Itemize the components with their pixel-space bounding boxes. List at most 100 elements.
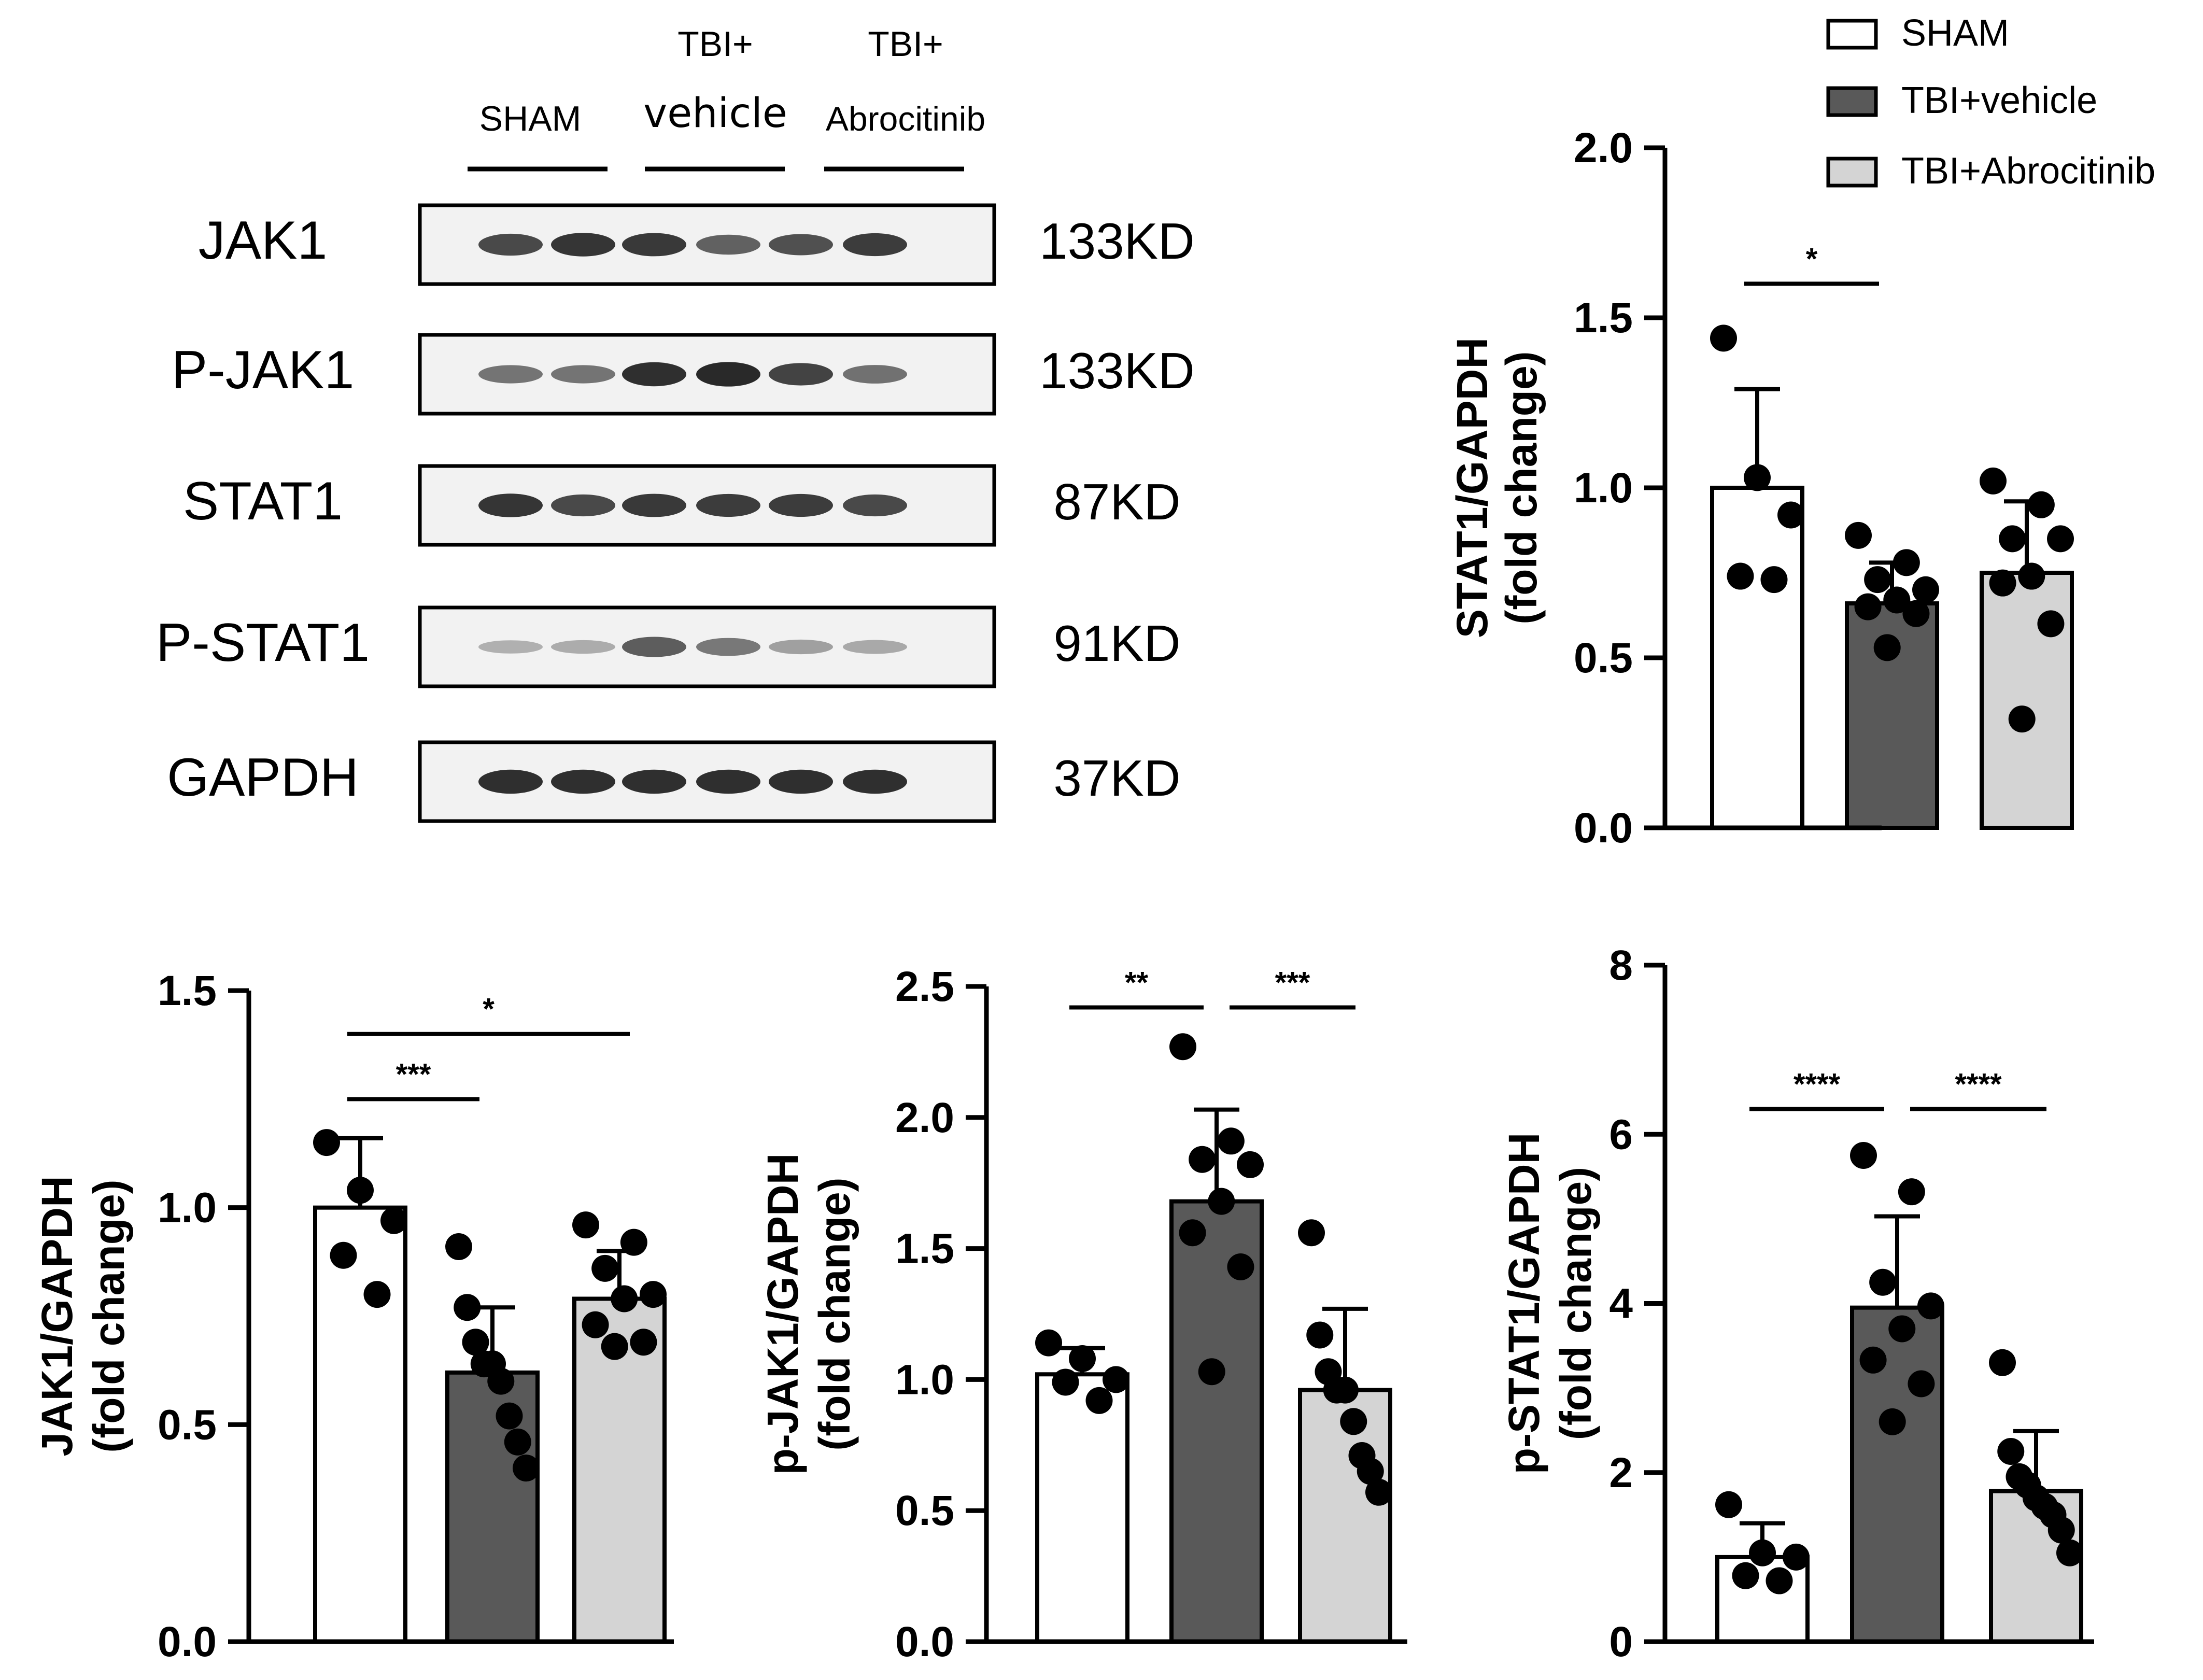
data-point bbox=[1189, 1146, 1216, 1173]
blot-row-stat1: STAT1 87KD bbox=[183, 464, 1181, 547]
blot-band bbox=[622, 637, 686, 657]
data-point bbox=[1227, 1253, 1254, 1280]
blot-band bbox=[696, 362, 760, 387]
data-point bbox=[1999, 525, 2026, 553]
blot-band bbox=[551, 640, 615, 654]
data-point bbox=[601, 1333, 628, 1360]
significance-label: * bbox=[1806, 242, 1818, 276]
data-point bbox=[1850, 1142, 1877, 1169]
data-point bbox=[582, 1311, 609, 1338]
data-point bbox=[1732, 1562, 1759, 1589]
blot-band bbox=[696, 638, 760, 656]
blot-band bbox=[622, 769, 686, 794]
data-point bbox=[347, 1177, 374, 1204]
data-point bbox=[1902, 600, 1930, 627]
y-tick-label: 0 bbox=[1609, 1618, 1633, 1665]
data-point bbox=[1357, 1458, 1384, 1485]
y-tick-label: 2.5 bbox=[895, 963, 954, 1010]
blot-row-p-stat1: P-STAT1 91KD bbox=[156, 605, 1181, 688]
blot-band bbox=[843, 640, 907, 654]
data-point bbox=[1766, 1567, 1793, 1594]
blot-band bbox=[843, 365, 907, 384]
y-tick-label: 2 bbox=[1609, 1449, 1633, 1497]
data-point bbox=[1749, 1539, 1776, 1566]
blot-group-abrocitinib-line1: TBI+ bbox=[868, 24, 943, 64]
blot-band bbox=[696, 493, 760, 517]
data-point bbox=[1103, 1366, 1129, 1393]
data-point bbox=[1715, 1491, 1742, 1518]
data-point bbox=[1198, 1358, 1225, 1386]
blot-protein-label: JAK1 bbox=[199, 210, 328, 271]
y-tick-label: 2.0 bbox=[1574, 124, 1633, 172]
data-point bbox=[1997, 1437, 2025, 1465]
data-point bbox=[1217, 1127, 1245, 1155]
data-point bbox=[620, 1229, 647, 1256]
blot-band bbox=[551, 365, 615, 384]
blot-size-label: 133KD bbox=[1039, 342, 1195, 399]
data-point bbox=[1340, 1408, 1367, 1435]
y-tick-label: 0.5 bbox=[1574, 634, 1633, 682]
data-point bbox=[1854, 593, 1882, 620]
y-tick-label: 1.5 bbox=[895, 1225, 954, 1273]
legend-label-abrocitinib: TBI+Abrocitinib bbox=[1901, 150, 2155, 192]
data-point bbox=[1710, 324, 1737, 352]
bar-stat1-2 bbox=[1980, 571, 2074, 830]
blot-band bbox=[622, 233, 686, 257]
significance-label: **** bbox=[1955, 1067, 2002, 1101]
data-point bbox=[1879, 1408, 1906, 1435]
y-tick-label: 0.0 bbox=[895, 1618, 954, 1665]
y-tick-label: 1.5 bbox=[1574, 294, 1633, 342]
blot-protein-label: P-JAK1 bbox=[172, 340, 355, 400]
data-point bbox=[1989, 1349, 2016, 1376]
data-point bbox=[1883, 586, 1911, 614]
y-tick-label: 2.0 bbox=[895, 1094, 954, 1141]
data-point bbox=[462, 1329, 489, 1356]
bar-stat1-0 bbox=[1710, 486, 1804, 830]
data-point bbox=[1760, 566, 1788, 594]
blot-row-p-jak1: P-JAK1 133KD bbox=[172, 333, 1195, 416]
blot-protein-label: P-STAT1 bbox=[156, 613, 370, 673]
legend-label-vehicle: TBI+vehicle bbox=[1901, 80, 2097, 121]
blot-band bbox=[769, 769, 833, 794]
blot-band bbox=[843, 233, 907, 257]
data-point bbox=[2047, 525, 2074, 553]
blot-group-sham-label: SHAM bbox=[479, 99, 581, 138]
data-point bbox=[1864, 566, 1891, 594]
bar-jak1-0 bbox=[313, 1205, 407, 1644]
blot-size-label: 133KD bbox=[1039, 213, 1195, 270]
y-tick-label: 1.0 bbox=[895, 1356, 954, 1403]
data-point bbox=[513, 1455, 540, 1482]
blot-group-abrocitinib-line2: Abrocitinib bbox=[826, 100, 985, 138]
chart-pjak1: 0.0 0.5 1.0 1.5 2.0 2.5 p-JAK1/GAPDH (fold chan… bbox=[758, 963, 1407, 1665]
data-point bbox=[1888, 1315, 1916, 1343]
y-axis-label: (fold change) bbox=[810, 1177, 859, 1450]
legend-swatch-sham bbox=[1826, 19, 1878, 50]
data-point bbox=[2018, 562, 2045, 590]
data-point bbox=[1783, 1543, 1810, 1571]
data-point bbox=[487, 1367, 515, 1395]
blot-band bbox=[622, 493, 686, 517]
legend-label-sham: SHAM bbox=[1901, 12, 2009, 54]
legend-swatch-vehicle bbox=[1826, 86, 1878, 117]
bar-stat1-1 bbox=[1845, 601, 1939, 830]
blot-band bbox=[551, 233, 615, 257]
data-point bbox=[1873, 634, 1901, 661]
data-point bbox=[1980, 467, 2007, 495]
data-point bbox=[313, 1129, 340, 1156]
data-point bbox=[1893, 549, 1920, 576]
data-point bbox=[1908, 1370, 1935, 1397]
y-axis-label: JAK1/GAPDH bbox=[33, 1176, 81, 1456]
y-axis-label: (fold change) bbox=[84, 1179, 133, 1452]
data-point bbox=[1989, 569, 2016, 597]
blot-size-label: 87KD bbox=[1053, 473, 1180, 530]
data-point bbox=[380, 1207, 407, 1234]
data-point bbox=[2056, 1539, 2083, 1566]
blot-band bbox=[843, 769, 907, 794]
data-point bbox=[2047, 1516, 2075, 1544]
data-point bbox=[1744, 464, 1771, 491]
blot-band bbox=[769, 493, 833, 517]
blot-band bbox=[769, 234, 833, 256]
y-axis-label: p-JAK1/GAPDH bbox=[758, 1153, 807, 1475]
data-point bbox=[1727, 562, 1754, 590]
data-point bbox=[454, 1294, 481, 1321]
